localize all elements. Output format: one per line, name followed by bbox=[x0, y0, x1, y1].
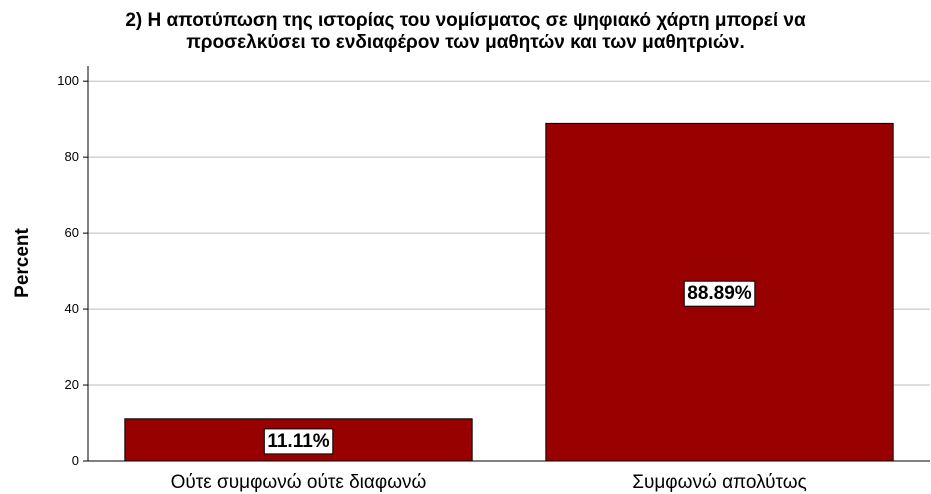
data-label-box bbox=[683, 280, 756, 307]
y-tick-label: 80 bbox=[65, 149, 79, 164]
data-label: 11.11% bbox=[263, 428, 334, 455]
x-category-label: Συμφωνώ απολύτως bbox=[632, 472, 807, 493]
axes bbox=[83, 66, 930, 462]
labels: 0 20 40 60 80 100 11.11% Ούτε συμφωνώ ούτε διαφ… bbox=[57, 73, 806, 493]
x-category-label: Ούτε συμφωνώ ούτε διαφωνώ bbox=[171, 472, 427, 493]
y-axis-label: Percent bbox=[12, 227, 33, 297]
data-label-box bbox=[263, 428, 334, 455]
chart-title: 2) Η αποτύπωση της ιστορίας του νομίσματ… bbox=[0, 10, 931, 54]
y-tick-label: 20 bbox=[65, 377, 79, 392]
bars bbox=[124, 122, 894, 462]
chart-title-line-2: προσελκύσει το ενδιαφέρον των μαθητών κα… bbox=[186, 32, 745, 53]
data-label: 88.89% bbox=[683, 280, 756, 307]
data-label-text: 88.89% bbox=[687, 283, 752, 304]
y-tick-label: 100 bbox=[57, 73, 79, 88]
data-label-text: 11.11% bbox=[267, 431, 329, 452]
y-tick-label: 0 bbox=[72, 453, 79, 468]
chart-title-line-1: 2) Η αποτύπωση της ιστορίας του νομίσματ… bbox=[125, 10, 806, 31]
y-tick-label: 40 bbox=[65, 301, 79, 316]
y-tick-label: 60 bbox=[65, 225, 79, 240]
